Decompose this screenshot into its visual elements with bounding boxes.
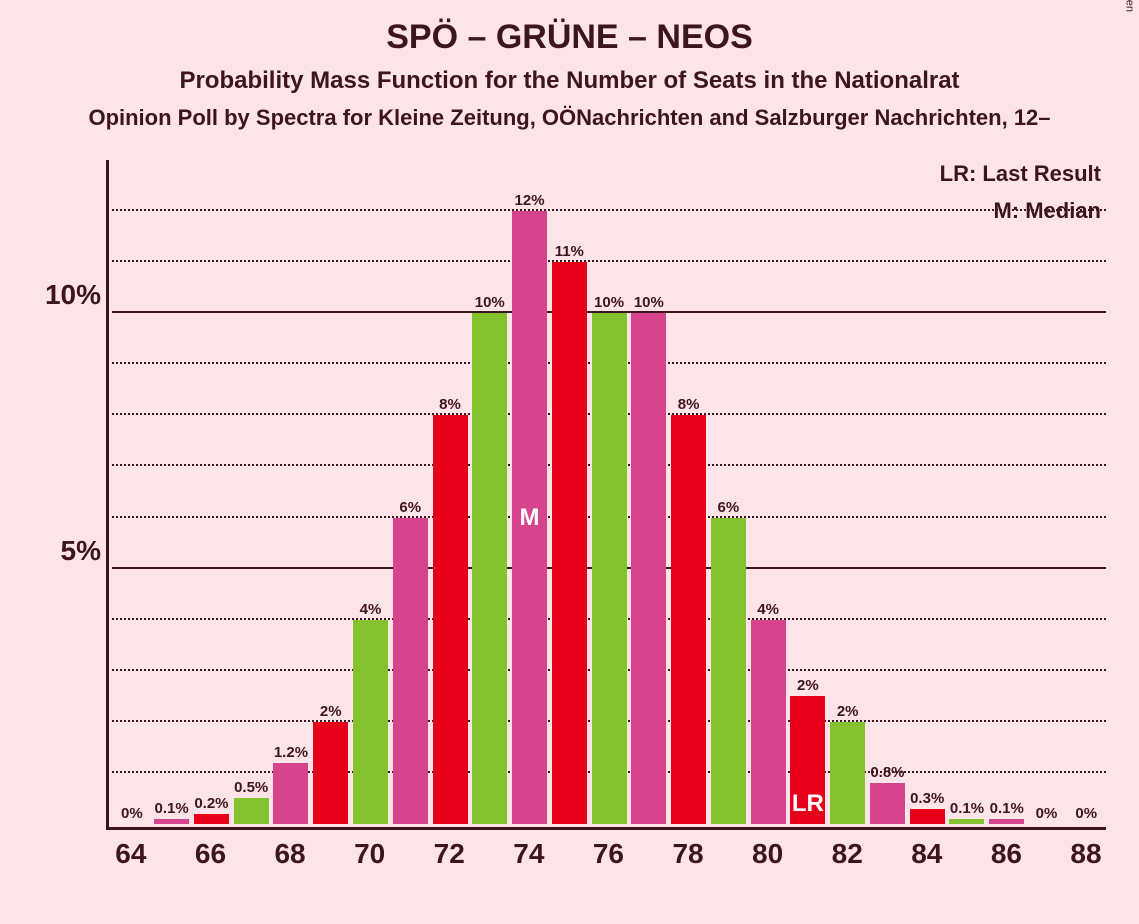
- chart-source: Opinion Poll by Spectra for Kleine Zeitu…: [0, 95, 1139, 131]
- bar-72: 8%: [430, 160, 470, 824]
- bar-value-label: 10%: [594, 294, 624, 311]
- copyright-text: © 2024 Filip van Laenen: [1123, 0, 1135, 12]
- bar-rect: [671, 415, 706, 824]
- bar-rect: [433, 415, 468, 824]
- bar-rect: [711, 518, 746, 824]
- bar-rect: [631, 313, 666, 824]
- bar-85: 0.1%: [947, 160, 987, 824]
- median-marker: M: [512, 504, 547, 532]
- x-tick-label: 74: [509, 838, 549, 870]
- bar-82: 2%: [828, 160, 868, 824]
- x-tick-label: 70: [350, 838, 390, 870]
- x-tick-label: 76: [589, 838, 629, 870]
- bar-rect: [472, 313, 507, 824]
- bar-value-label: 6%: [718, 499, 740, 516]
- bar-rect: [194, 814, 229, 824]
- bar-value-label: 0.1%: [950, 800, 984, 817]
- plot: 5%10% 0%0.1%0.2%0.5%1.2%2%4%6%8%10%12%M1…: [106, 160, 1106, 830]
- bar-value-label: 0.3%: [910, 790, 944, 807]
- x-tick-label: 66: [191, 838, 231, 870]
- bar-73: 10%: [470, 160, 510, 824]
- bar-value-label: 6%: [399, 499, 421, 516]
- bar-86: 0.1%: [987, 160, 1027, 824]
- bar-value-label: 11%: [555, 243, 584, 260]
- bar-value-label: 8%: [678, 396, 700, 413]
- x-tick-label: 82: [827, 838, 867, 870]
- bar-70: 4%: [351, 160, 391, 824]
- bar-rect: [949, 819, 984, 824]
- bar-77: 10%: [629, 160, 669, 824]
- bar-87: 0%: [1027, 160, 1067, 824]
- bar-rect: [592, 313, 627, 824]
- bar-value-label: 1.2%: [274, 744, 308, 761]
- bar-rect: [910, 809, 945, 824]
- bar-value-label: 2%: [837, 703, 859, 720]
- bar-83: 0.8%: [868, 160, 908, 824]
- bar-value-label: 0%: [1036, 805, 1058, 822]
- bar-80: 4%: [748, 160, 788, 824]
- bar-value-label: 0.2%: [194, 795, 228, 812]
- bar-rect: [870, 783, 905, 824]
- bar-value-label: 0.5%: [234, 779, 268, 796]
- bar-rect: [273, 763, 308, 824]
- bar-value-label: 0%: [1075, 805, 1097, 822]
- bar-71: 6%: [390, 160, 430, 824]
- x-tick-label: 78: [668, 838, 708, 870]
- bar-value-label: 4%: [757, 601, 779, 618]
- bar-88: 0%: [1066, 160, 1106, 824]
- bar-rect: [552, 262, 587, 824]
- bar-value-label: 0.8%: [870, 764, 904, 781]
- bar-81: 2% LR: [788, 160, 828, 824]
- bar-rect: LR: [790, 696, 825, 824]
- bar-84: 0.3%: [907, 160, 947, 824]
- bar-rect: [234, 798, 269, 824]
- bar-value-label: 4%: [360, 601, 382, 618]
- bar-64: 0%: [112, 160, 152, 824]
- x-tick-label: 68: [270, 838, 310, 870]
- x-tick-label: 88: [1066, 838, 1106, 870]
- x-tick-label: 80: [748, 838, 788, 870]
- bar-rect: [393, 518, 428, 824]
- bar-value-label: 12%: [515, 192, 545, 209]
- chart-area: 5%10% 0%0.1%0.2%0.5%1.2%2%4%6%8%10%12%M1…: [106, 160, 1106, 860]
- bar-74: 12% M: [510, 160, 550, 824]
- bar-value-label: 8%: [439, 396, 461, 413]
- y-tick-label: 5%: [31, 535, 101, 567]
- bar-78: 8%: [669, 160, 709, 824]
- bar-rect: [830, 722, 865, 824]
- last-result-marker: LR: [790, 790, 825, 818]
- bar-value-label: 0%: [121, 805, 143, 822]
- bar-rect: [751, 620, 786, 824]
- x-tick-label: 86: [987, 838, 1027, 870]
- x-tick-label: 64: [111, 838, 151, 870]
- x-tick-label: 84: [907, 838, 947, 870]
- bar-value-label: 0.1%: [155, 800, 189, 817]
- x-tick-label: 72: [429, 838, 469, 870]
- bar-value-label: 10%: [475, 294, 505, 311]
- bars-container: 0% 0.1% 0.2% 0.5% 1.2% 2% 4% 6% 8% 10% 12% M 11% 10% 1…: [112, 160, 1106, 824]
- bar-75: 11%: [549, 160, 589, 824]
- bar-79: 6%: [708, 160, 748, 824]
- chart-title: SPÖ – GRÜNE – NEOS: [0, 0, 1139, 57]
- bar-rect: [154, 819, 189, 824]
- bar-value-label: 2%: [797, 677, 819, 694]
- y-tick-label: 10%: [31, 279, 101, 311]
- bar-68: 1.2%: [271, 160, 311, 824]
- bar-66: 0.2%: [192, 160, 232, 824]
- bar-67: 0.5%: [231, 160, 271, 824]
- bar-rect: M: [512, 211, 547, 824]
- bar-value-label: 2%: [320, 703, 342, 720]
- bar-rect: [989, 819, 1024, 824]
- bar-rect: [353, 620, 388, 824]
- bar-76: 10%: [589, 160, 629, 824]
- x-axis: 64 66 68 70 72 74 76 78 80 82 84 86 88: [109, 838, 1106, 870]
- bar-value-label: 0.1%: [990, 800, 1024, 817]
- bar-69: 2%: [311, 160, 351, 824]
- bar-value-label: 10%: [634, 294, 664, 311]
- bar-rect: [313, 722, 348, 824]
- bar-65: 0.1%: [152, 160, 192, 824]
- chart-subtitle: Probability Mass Function for the Number…: [0, 57, 1139, 95]
